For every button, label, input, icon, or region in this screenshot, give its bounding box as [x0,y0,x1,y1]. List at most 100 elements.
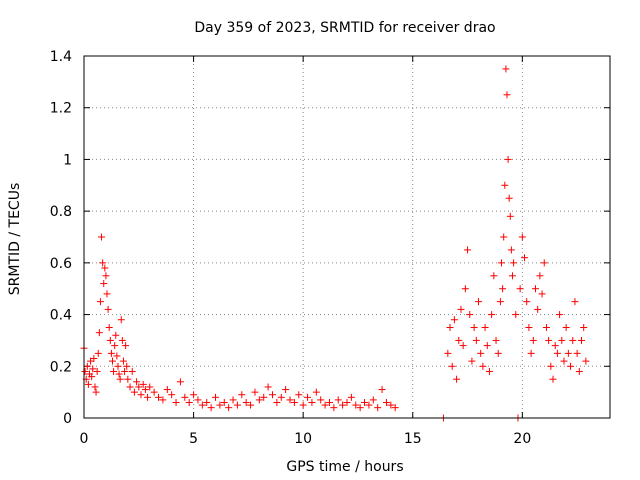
y-tick-label: 1.4 [50,49,72,65]
data-point [485,367,493,375]
data-point [255,396,263,404]
data-point [556,311,564,319]
data-point [133,378,141,386]
data-point [181,393,189,401]
data-point [83,362,91,370]
data-point [212,393,219,401]
x-axis-label: GPS time / hours [286,459,403,475]
data-point [562,324,570,331]
data-point [304,393,312,401]
axis-ticks: 0 0.2 0.4 0.6 0.8 1 1.2 1.4 0 5 10 15 20 [50,49,610,447]
data-point [508,272,516,280]
data-point [444,349,452,357]
data-point [529,336,537,344]
data-point [567,362,575,370]
data-point [499,285,507,293]
data-point [547,362,555,370]
data-point [126,383,134,391]
data-point [264,383,272,391]
data-point [455,336,463,344]
data-point [225,404,233,412]
data-point [135,383,143,391]
data-point [387,401,395,409]
data-point [448,362,456,370]
data-point [198,401,206,409]
data-point [502,65,510,73]
data-point [105,324,113,331]
data-point [92,388,100,396]
data-point [501,181,509,189]
data-point [308,398,316,406]
data-point [518,233,526,241]
data-point [330,404,338,412]
y-tick-label: 0 [63,411,72,427]
data-point [347,393,355,401]
y-tick-label: 0.4 [50,308,72,324]
data-point [500,233,508,241]
data-point [172,398,180,406]
data-point [286,396,294,404]
data-point [107,349,115,357]
data-point [468,357,476,365]
data-point [220,398,228,406]
data-point [510,259,518,267]
data-point [334,396,342,404]
data-point [91,383,99,391]
data-point [578,336,586,344]
data-point [492,336,500,344]
data-point [516,285,524,293]
data-point [477,349,485,357]
data-point [108,357,116,365]
data-point [123,362,131,370]
y-tick-label: 1 [63,152,72,168]
y-tick-label: 0.6 [50,256,72,272]
data-point [139,380,147,388]
data-point [150,388,158,396]
data-point [295,391,303,399]
data-point [582,357,590,365]
data-point [260,393,268,401]
grid-lines [84,56,610,418]
data-point [155,393,163,401]
data-point [542,324,550,331]
data-point [481,324,489,331]
data-point [100,280,108,288]
data-point [483,342,491,350]
y-tick-label: 1.2 [50,101,72,117]
data-point [506,212,514,220]
data-point [238,391,246,399]
data-point [81,367,89,375]
data-point [352,401,360,409]
data-point [457,305,465,313]
data-point [503,91,511,99]
data-point [99,259,107,267]
data-point [472,336,480,344]
data-point [299,401,307,409]
data-point [498,259,506,267]
data-point [84,380,92,388]
data-point [118,336,126,344]
data-point [110,367,118,375]
data-point [229,396,237,404]
data-point [361,398,369,406]
data-point [475,298,482,306]
data-point [521,254,529,262]
data-point [141,386,149,394]
data-point [560,357,568,365]
data-point [564,349,572,357]
data-point [365,401,373,409]
data-point [343,398,351,406]
data-point [446,324,454,331]
data-point [461,285,469,293]
data-point [382,398,390,406]
x-tick-label: 20 [513,431,531,447]
data-point [571,298,579,306]
data-point [339,401,347,409]
data-point [190,391,198,399]
data-point [159,396,167,404]
data-point [102,272,110,280]
data-point [580,324,588,331]
data-point [538,290,546,298]
data-point [573,349,581,357]
data-point [144,393,152,401]
